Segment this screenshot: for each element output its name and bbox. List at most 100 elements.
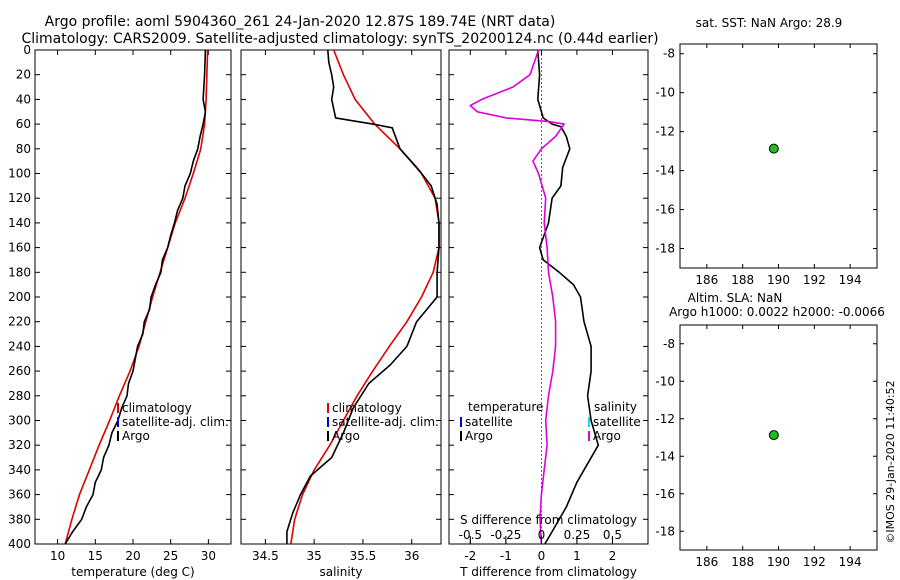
salinity-frame [240,49,442,545]
difference-s-axis-label: S difference from climatology [460,513,637,527]
salinity-legend-label: climatology [332,401,402,415]
difference-s-tick-label: -0.5 [459,528,482,542]
sst-map-ytick-label: -8 [663,47,675,61]
temperature-legend-label: Argo [122,429,150,443]
difference-xtick-label: 1 [573,549,581,563]
sst-map-xtick-label: 188 [731,273,754,287]
difference-xtick-label: -2 [464,549,476,563]
temperature-ytick-label: 200 [8,290,31,304]
salinity-xtick-label: 36 [404,549,419,563]
temperature-ytick-label: 100 [8,167,31,181]
difference-s-tick-label: 0.25 [564,528,591,542]
sla-map-xtick-label: 190 [767,555,790,569]
temperature-xtick-label: 10 [50,549,65,563]
sst-map-frame [679,43,878,269]
temperature-ytick-label: 340 [8,463,31,477]
salinity-climatology-line [290,49,440,545]
salinity-legend-label: satellite-adj. clim. [332,415,439,429]
temperature-ytick-label: 380 [8,512,31,526]
temperature-legend-label: satellite-adj. clim. [122,415,229,429]
temperature-ytick-label: 140 [8,216,31,230]
temperature-ytick-label: 280 [8,389,31,403]
temperature-legend-label: climatology [122,401,192,415]
temperature-ytick-label: 400 [8,537,31,551]
temperature-climatology-line [64,49,209,545]
difference-s-tick-label: 0 [538,528,546,542]
salinity-xtick-label: 35 [307,549,322,563]
sla-map-xtick-label: 192 [803,555,826,569]
salinity-argo-line [286,49,440,544]
difference-temperature-legend-label: Argo [465,429,493,443]
salinity-xtick-label: 35.5 [350,549,377,563]
temperature-argo-line [64,49,207,545]
difference-xtick-label: 2 [609,549,617,563]
header-line-1: Argo profile: aoml 5904360_261 24-Jan-20… [45,14,556,30]
salinity-xtick-label: 34.5 [252,549,279,563]
temperature-ytick-label: 60 [16,117,31,131]
temperature-ytick-label: 160 [8,241,31,255]
sst-map-panel: sat. SST: NaN Argo: 28.9 186 188 190 192 194 -… [655,16,878,287]
temperature-xtick-label: 15 [88,549,103,563]
salinity-legend-label: Argo [332,429,360,443]
temperature-ytick-label: 80 [16,142,31,156]
sst-map-xtick-label: 190 [767,273,790,287]
sst-map-ytick-label: -18 [655,242,675,256]
sst-map-xtick-label: 194 [839,273,862,287]
sst-map-xtick-label: 192 [803,273,826,287]
sst-map-ytick-label: -12 [655,125,675,139]
temperature-ytick-label: 320 [8,438,31,452]
temperature-ytick-label: 180 [8,265,31,279]
temperature-ytick-label: 260 [8,364,31,378]
imos-stamp: ©IMOS 29-Jan-2020 11:40:52 [884,380,897,543]
sla-map-xtick-label: 188 [731,555,754,569]
sla-map-ytick-label: -10 [655,374,675,388]
temperature-ytick-label: 360 [8,488,31,502]
sst-map-ytick-label: -10 [655,86,675,100]
sst-map-ytick-label: -14 [655,164,675,178]
header-line-2: Climatology: CARS2009. Satellite-adjuste… [21,31,658,47]
temperature-ytick-label: 120 [8,191,31,205]
sla-map-title: Altim. SLA: NaN [688,291,783,305]
sla-map-ytick-label: -12 [655,412,675,426]
sla-map-ytick-label: -18 [655,524,675,538]
temperature-panel: 10 15 20 25 30020406080100120140160180200220… [8,43,232,579]
temperature-ytick-label: 220 [8,315,31,329]
difference-s-tick-label: 0.5 [603,528,622,542]
salinity-panel: 34.5 35 35.5 36 salinity climatologysatellite… [240,49,442,579]
sla-map-ytick-label: -8 [663,337,675,351]
temperature-xtick-label: 25 [163,549,178,563]
temperature-ytick-label: 240 [8,339,31,353]
difference-salinity-legend-label: Argo [593,429,621,443]
temperature-ytick-label: 20 [16,68,31,82]
difference-xtick-label: -1 [500,549,512,563]
temperature-ytick-label: 0 [23,43,31,57]
sst-map-title: sat. SST: NaN Argo: 28.9 [696,16,843,30]
temperature-ytick-label: 40 [16,92,31,106]
sst-map-argo-position-marker [768,143,779,154]
temperature-xlabel: temperature (deg C) [71,565,194,579]
sla-map-argo-position-marker [768,430,779,441]
temperature-frame [34,49,232,545]
difference-panel: -2 -1 0 1 2 -0.5 -0.25 0 0.25 0.5S difference fro… [448,49,649,579]
sla-map-ytick-label: -16 [655,487,675,501]
sst-map-xtick-label: 186 [695,273,718,287]
sla-map-xtick-label: 186 [695,555,718,569]
sst-map-ytick-label: -16 [655,203,675,217]
difference-s-tick-label: -0.25 [490,528,521,542]
temperature-ytick-label: 300 [8,414,31,428]
difference-xtick-label: 0 [538,549,546,563]
salinity-xlabel: salinity [319,565,362,579]
sla-map-frame [679,324,878,551]
temperature-xtick-label: 20 [125,549,140,563]
difference-legend-temperature-heading: temperature [468,400,543,414]
difference-legend-salinity-heading: salinity [594,400,637,414]
difference-argo-temperature-line [536,49,600,545]
temperature-xtick-label: 30 [201,549,216,563]
sla-map-ytick-label: -14 [655,449,675,463]
sla-map-xtick-label: 194 [839,555,862,569]
sla-map-subtitle: Argo h1000: 0.0022 h2000: -0.0066 [669,305,885,319]
difference-salinity-legend-label: satellite [593,415,641,429]
difference-argo-salinity-line [469,49,565,545]
